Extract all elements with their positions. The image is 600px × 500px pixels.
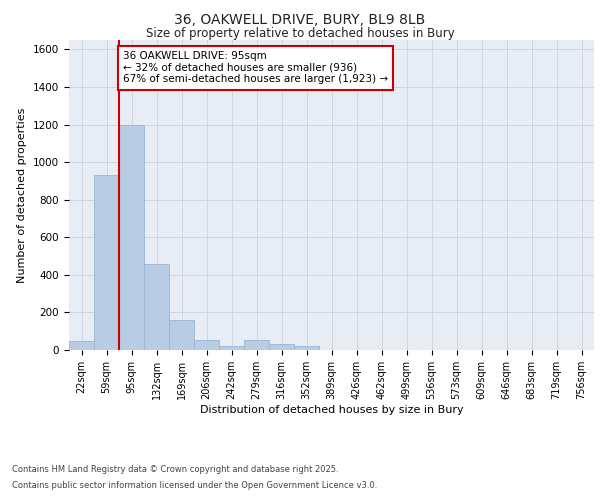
X-axis label: Distribution of detached houses by size in Bury: Distribution of detached houses by size … [200,404,463,414]
Text: 36 OAKWELL DRIVE: 95sqm
← 32% of detached houses are smaller (936)
67% of semi-d: 36 OAKWELL DRIVE: 95sqm ← 32% of detache… [123,52,388,84]
Bar [69,340,94,350]
Bar [269,344,294,350]
Bar [169,320,194,350]
Y-axis label: Number of detached properties: Number of detached properties [17,108,28,282]
Text: Contains HM Land Registry data © Crown copyright and database right 2025.: Contains HM Land Registry data © Crown c… [12,466,338,474]
Bar [144,264,169,350]
Bar [294,346,319,350]
Bar [194,340,219,350]
Text: Size of property relative to detached houses in Bury: Size of property relative to detached ho… [146,28,454,40]
Bar [94,176,119,350]
Text: 36, OAKWELL DRIVE, BURY, BL9 8LB: 36, OAKWELL DRIVE, BURY, BL9 8LB [175,12,425,26]
Text: Contains public sector information licensed under the Open Government Licence v3: Contains public sector information licen… [12,480,377,490]
Bar [244,340,269,350]
Bar [119,124,144,350]
Bar [219,346,244,350]
